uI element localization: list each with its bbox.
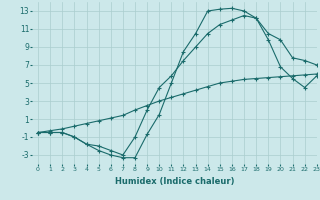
X-axis label: Humidex (Indice chaleur): Humidex (Indice chaleur) (115, 177, 234, 186)
